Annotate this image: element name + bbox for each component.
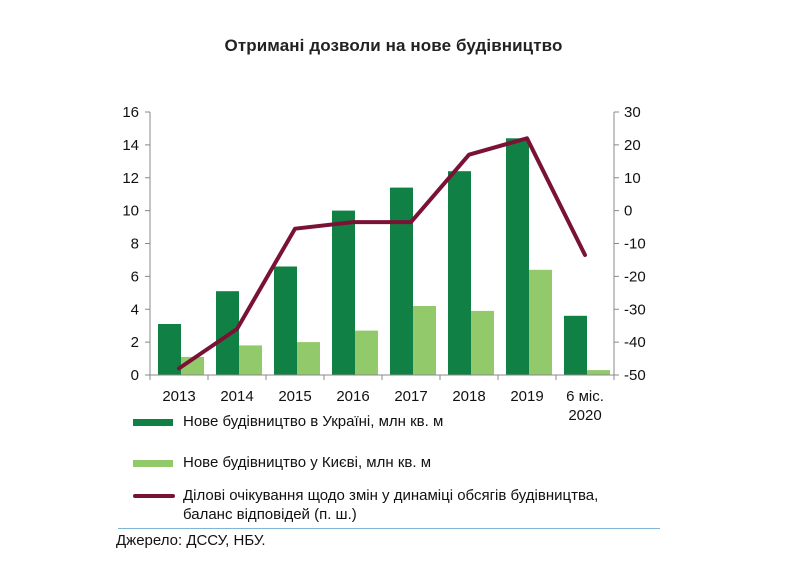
labels-layer: 0 2 4 6 8 10 12 14 16 -50 -40 -30 -20 -10 0 10 20 30 2013 2… [122,104,645,424]
bar-ukraine [158,324,181,375]
legend-label-ukraine: Нове будівництво в Україні, млн кв. м [183,413,444,430]
legend-item-expectations: Ділові очікування щодо змін у динаміці о… [133,486,693,526]
tick-label-right: 30 [624,104,641,121]
tick-label-right: -20 [624,268,646,285]
category-label: 2019 [510,388,543,405]
tick-label-left: 10 [122,203,139,220]
legend-label-kyiv: Нове будівництво у Києві, млн кв. м [183,454,432,471]
tick-label-right: -50 [624,367,646,384]
tick-label-left: 14 [122,137,139,154]
category-label: 2013 [162,388,195,405]
tick-label-right: -10 [624,236,646,253]
legend-label-expectations-line1: Ділові очікування щодо змін у динаміці о… [183,487,599,504]
bar-ukraine [506,138,529,375]
bar-ukraine [448,171,471,375]
legend-line-expectations [133,494,175,498]
category-label: 2020 [568,407,601,424]
bar-kyiv [239,345,262,375]
bar-kyiv [413,306,436,375]
bar-ukraine [332,210,355,375]
legend-swatch-ukraine [133,419,173,426]
bar-kyiv [587,370,610,375]
tick-label-left: 6 [131,268,139,285]
tick-label-left: 4 [131,301,139,318]
tick-label-left: 8 [131,236,139,253]
tick-label-right: 10 [624,170,641,187]
category-label: 2018 [452,388,485,405]
tick-label-left: 2 [131,334,139,351]
bar-kyiv [297,342,320,375]
bar-ukraine [564,315,587,375]
category-label: 2015 [278,388,311,405]
tick-label-right: 0 [624,203,632,220]
tick-label-right: 20 [624,137,641,154]
axes-layer [145,111,619,380]
category-label: 6 міс. [566,388,604,405]
tick-label-left: 12 [122,170,139,187]
legend-label-expectations-line2: баланс відповідей (п. ш.) [183,506,357,523]
legend-swatch-kyiv [133,460,173,467]
bar-kyiv [471,310,494,375]
category-label: 2017 [394,388,427,405]
line-expectations [177,136,587,371]
bar-ukraine [390,187,413,375]
source-note: Джерело: ДССУ, НБУ. [116,532,266,549]
category-label: 2016 [336,388,369,405]
source-divider [118,528,660,529]
bar-kyiv [355,330,378,375]
bar-kyiv [529,269,552,375]
category-label: 2014 [220,388,253,405]
bars-layer [158,138,610,375]
bar-ukraine [274,266,297,375]
tick-label-left: 16 [122,104,139,121]
tick-label-right: -40 [624,334,646,351]
tick-label-left: 0 [131,367,139,384]
chart-title: Отримані дозволи на нове будівництво [224,36,563,55]
line-layer [177,136,587,371]
tick-label-right: -30 [624,301,646,318]
